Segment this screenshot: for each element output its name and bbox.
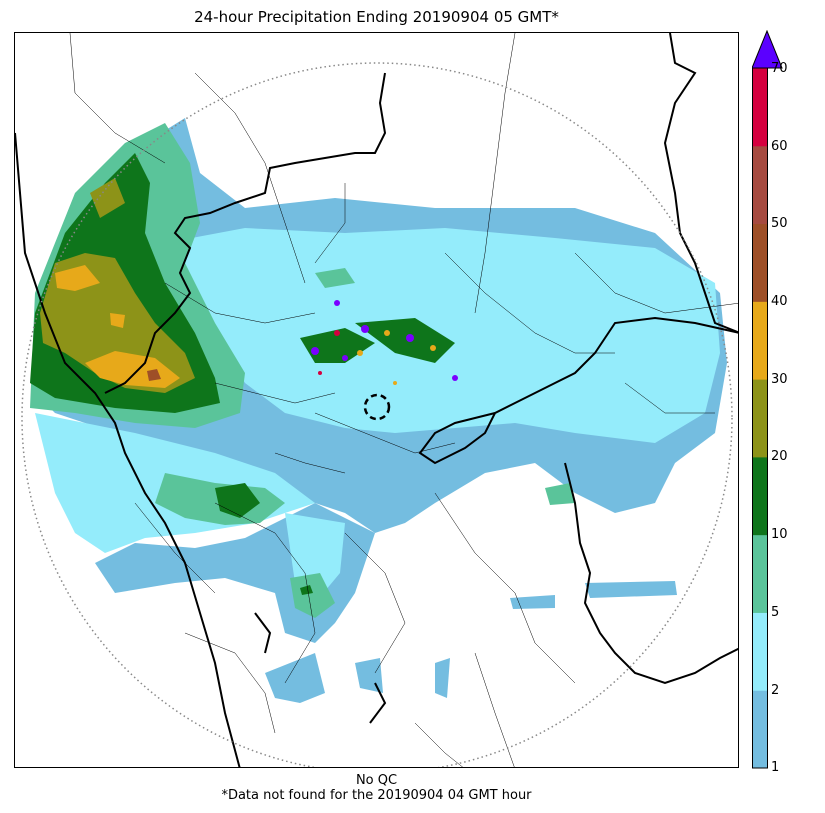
colorbar-frame [752,67,768,769]
colorbar-tick-label: 1 [771,760,780,775]
chart-title: 24-hour Precipitation Ending 20190904 05… [194,8,559,26]
colorbar-segment [752,68,768,147]
colorbar-segment [752,145,768,225]
map-canvas [15,33,738,767]
colorbar-tick-label: 50 [771,216,788,231]
state-boundaries [15,33,738,767]
colorbar [752,30,783,769]
radar-range-ring [21,62,733,767]
convective-cells [300,300,458,385]
colorbar-segment [752,534,768,613]
district-boundaries [69,33,738,767]
colorbar-segment [752,223,768,302]
colorbar-tick-label: 20 [771,449,788,464]
colorbar-tick-label: 40 [771,294,788,309]
radar-site-marker [363,393,391,421]
colorbar-segment [752,456,768,536]
precipitation-map [14,32,739,768]
footer-qc-note: No QC [355,773,398,788]
colorbar-tick-label: 2 [771,683,780,698]
colorbar-segment [752,612,768,691]
precip-brown [147,369,161,381]
colorbar-tick-label: 60 [771,139,788,154]
footer-missing-data-note: *Data not found for the 20190904 04 GMT … [221,788,532,803]
colorbar-tick-label: 30 [771,372,788,387]
colorbar-tick-label: 10 [771,527,788,542]
colorbar-segments [752,68,768,769]
colorbar-segment [752,379,768,458]
colorbar-tick-label: 5 [771,605,780,620]
colorbar-segment [752,690,768,769]
colorbar-tick-label: 70 [771,61,788,76]
colorbar-segment [752,301,768,380]
